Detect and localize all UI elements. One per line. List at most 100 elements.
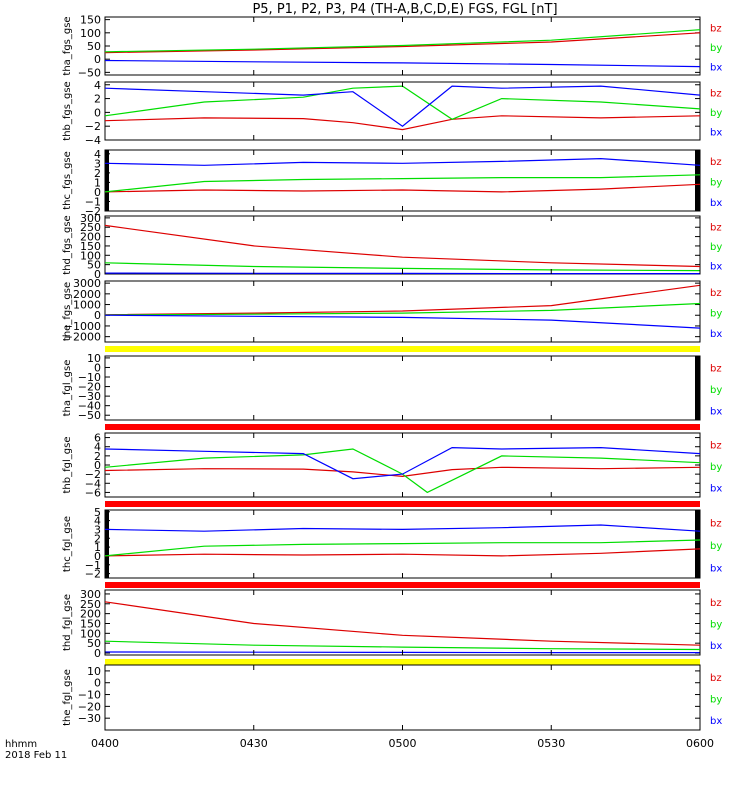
legend-bx: bx	[710, 329, 722, 340]
y-tick-label: 0	[94, 309, 101, 322]
flag-bar-red	[105, 424, 700, 430]
y-tick-label: 300	[80, 212, 101, 225]
y-axis-label: thc_fgl_gse	[62, 516, 73, 572]
data-gap-left	[105, 510, 109, 578]
y-tick-label: 0	[94, 361, 101, 374]
y-axis-label: the_fgs_gse	[62, 282, 73, 341]
y-tick-label: 50	[87, 259, 101, 272]
y-tick-label: 2	[94, 167, 101, 180]
legend-bz: bz	[710, 598, 722, 609]
panel-frame	[104, 432, 701, 498]
y-tick-label: −40	[78, 400, 101, 413]
series-by	[104, 448, 701, 494]
y-tick-label: 2	[94, 450, 101, 463]
y-tick-label: 3	[94, 157, 101, 170]
flag-bar-yellow	[105, 659, 700, 665]
series-bz	[104, 115, 701, 131]
y-tick-label: 50	[87, 40, 101, 53]
y-tick-label: 100	[80, 27, 101, 40]
y-tick-label: 2000	[73, 288, 101, 301]
y-tick-label: 4	[94, 79, 101, 92]
series-by	[104, 29, 701, 53]
data-gap-right	[695, 356, 700, 420]
panel-frame	[104, 81, 701, 141]
y-tick-label: 0	[94, 550, 101, 563]
y-tick-label: 250	[80, 598, 101, 611]
x-axis-label-date: 2018 Feb 11	[5, 750, 67, 761]
y-axis-label: thd_fgs_gse	[62, 215, 73, 274]
y-tick-label: −50	[78, 66, 101, 79]
legend-bz: bz	[710, 24, 722, 35]
x-axis-label-hhmm: hhmm	[5, 739, 37, 750]
y-tick-label: −4	[85, 134, 101, 147]
legend-bz: bz	[710, 518, 722, 529]
legend-by: by	[710, 620, 722, 631]
legend-bx: bx	[710, 261, 722, 272]
series-bx	[104, 59, 701, 68]
legend-bz: bz	[710, 673, 722, 684]
data-gap-left	[105, 150, 109, 211]
legend-bz: bz	[710, 89, 722, 100]
series-by	[104, 174, 701, 193]
panel-the_fgl_gse: 100−10−20−30 the_fgl_gse bz by bx	[62, 664, 722, 731]
legend-by: by	[710, 309, 722, 320]
legend-bz: bz	[710, 364, 722, 375]
panel-frame	[104, 355, 701, 421]
y-tick-label: 0	[94, 677, 101, 690]
y-tick-label: −1	[85, 195, 101, 208]
legend-by: by	[710, 242, 722, 253]
x-tick-label: 0530	[537, 737, 565, 750]
y-axis-label: the_fgl_gse	[62, 669, 73, 726]
flag-bar-yellow	[105, 346, 700, 352]
y-tick-label: 150	[80, 617, 101, 630]
x-tick-label: 0500	[389, 737, 417, 750]
legend-bx: bx	[710, 198, 722, 209]
y-tick-label: 0	[94, 268, 101, 281]
flag-bar-red	[105, 582, 700, 588]
y-tick-label: 3	[94, 523, 101, 536]
y-tick-label: −1000	[64, 320, 101, 333]
y-tick-label: 150	[80, 14, 101, 27]
series-bz	[104, 601, 701, 646]
series-bz	[104, 466, 701, 478]
series-by	[104, 262, 701, 272]
legend-bx: bx	[710, 564, 722, 575]
data-gap-right	[695, 150, 700, 211]
y-tick-label: 4	[94, 515, 101, 528]
y-tick-label: 5	[94, 506, 101, 519]
chart-title: P5, P1, P2, P3, P4 (TH-A,B,C,D,E) FGS, F…	[252, 2, 557, 17]
legend-by: by	[710, 695, 722, 706]
y-tick-label: 0	[94, 53, 101, 66]
y-tick-label: 100	[80, 627, 101, 640]
panel-thb_fgs_gse: 420−2−4 thb_fgs_gse bz by bx	[62, 79, 722, 147]
y-tick-label: 1	[94, 176, 101, 189]
legend-bx: bx	[710, 127, 722, 138]
legend-bx: bx	[710, 483, 722, 494]
series-bx	[104, 524, 701, 532]
series-bz	[104, 284, 701, 316]
y-tick-label: −20	[78, 381, 101, 394]
y-axis-label: thb_fgs_gse	[62, 81, 73, 140]
panel-frame	[104, 664, 701, 731]
y-tick-label: −2	[85, 120, 101, 133]
y-tick-label: −30	[78, 712, 101, 725]
y-tick-label: 2	[94, 532, 101, 545]
y-axis-label: thd_fgl_gse	[62, 594, 73, 651]
y-axis-label: tha_fgl_gse	[62, 360, 73, 417]
series-bz	[104, 548, 701, 557]
flag-bar-red	[105, 501, 700, 507]
legend-by: by	[710, 43, 722, 54]
series-by	[104, 302, 701, 316]
y-tick-label: 200	[80, 608, 101, 621]
y-tick-label: −50	[78, 409, 101, 422]
x-tick-label: 0430	[240, 737, 268, 750]
y-axis-label: thb_fgl_gse	[62, 437, 73, 494]
series-bx	[104, 85, 701, 127]
y-tick-label: 0	[94, 459, 101, 472]
